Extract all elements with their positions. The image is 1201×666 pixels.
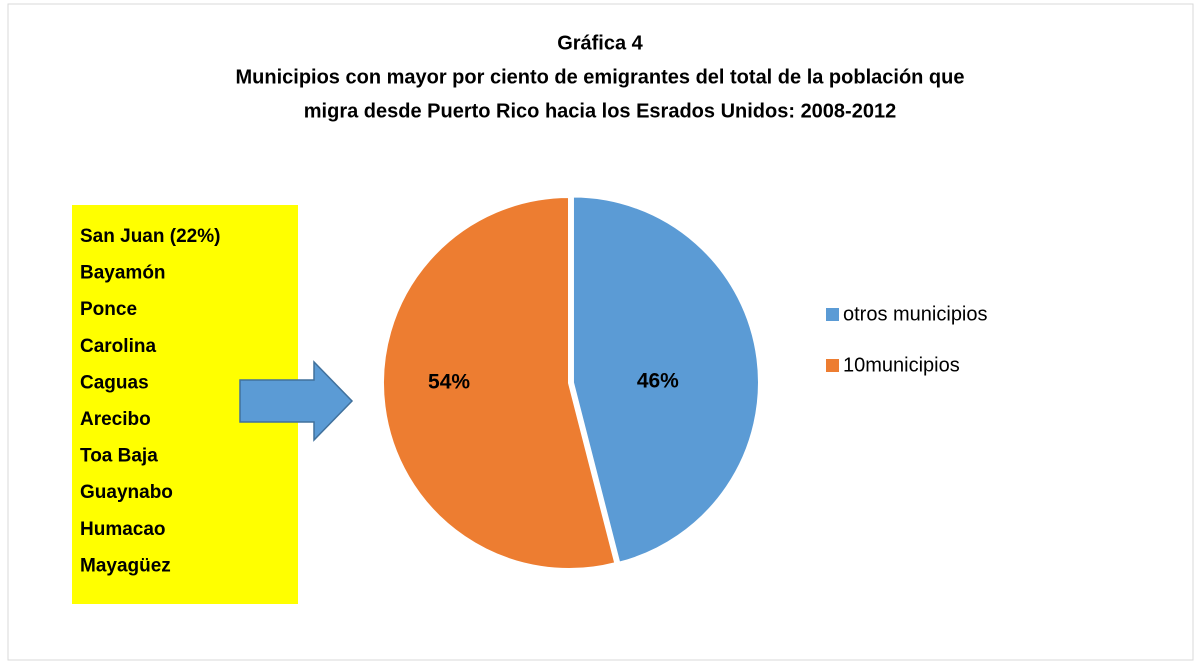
arrow: [239, 360, 354, 442]
pie-slice: [571, 195, 760, 564]
legend-label: 10municipios: [843, 354, 960, 376]
annotation-item: Ponce: [80, 299, 137, 320]
chart-title: Municipios con mayor por ciento de emigr…: [235, 66, 964, 88]
pie-slice: [382, 195, 617, 570]
legend-swatch: [826, 359, 839, 372]
annotation-item: Arecibo: [80, 409, 151, 430]
legend-swatch: [826, 308, 839, 321]
legend-label: otros municipios: [843, 303, 988, 325]
annotation-item: Caguas: [80, 372, 149, 393]
value-label: 46%: [637, 369, 679, 392]
chart-title: Gráfica 4: [557, 32, 643, 54]
annotation-item: Humacao: [80, 519, 166, 540]
annotation-item: Carolina: [80, 336, 156, 357]
annotation-item: Guaynabo: [80, 482, 173, 503]
annotation-item: Mayagüez: [80, 555, 171, 576]
annotation-item: San Juan (22%): [80, 226, 220, 247]
annotation-item: Toa Baja: [80, 446, 158, 467]
chart-title: migra desde Puerto Rico hacia los Esrado…: [304, 100, 896, 122]
annotation-item: Bayamón: [80, 263, 166, 284]
value-label: 54%: [428, 371, 470, 394]
